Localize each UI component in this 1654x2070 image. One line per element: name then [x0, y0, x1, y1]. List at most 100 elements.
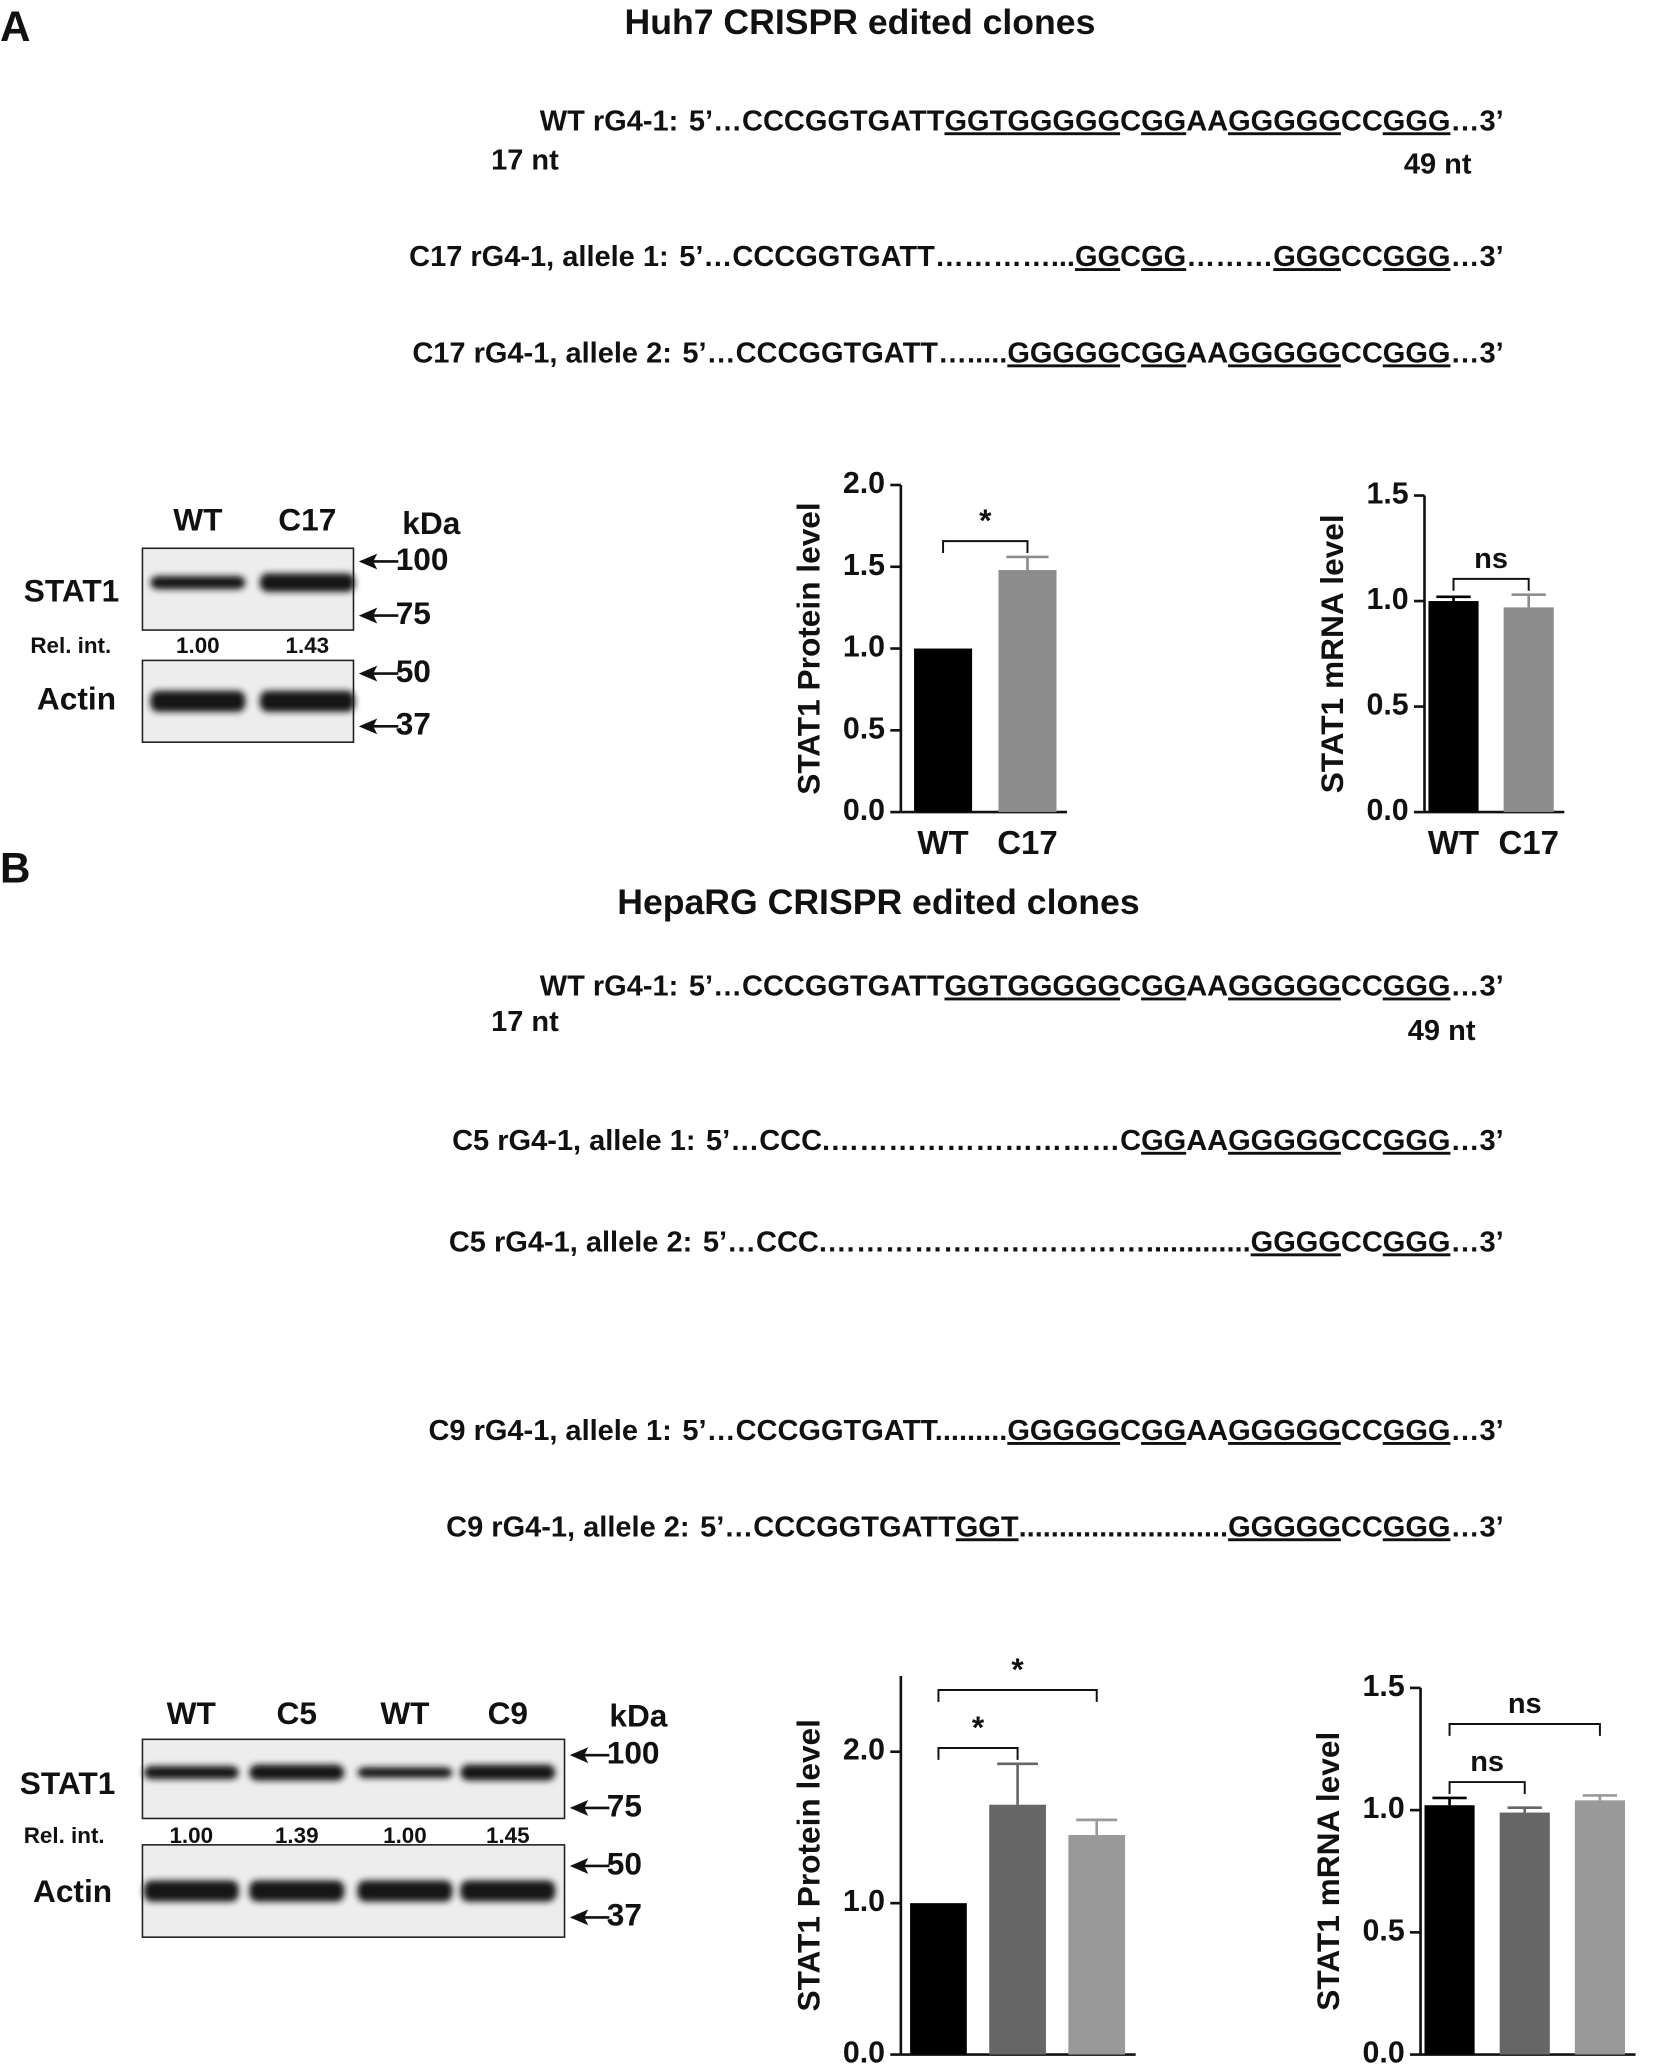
marker-label: 50	[396, 653, 431, 689]
rel-value: 1.45	[486, 1823, 530, 1848]
sequence-name: WT rG4-1:	[540, 105, 679, 137]
sequence-segment: AA	[1186, 1415, 1228, 1447]
x-tick-label: C5	[1504, 2066, 1546, 2070]
sequence-segment: 5’…CCCGGTGATT	[689, 970, 945, 1002]
sequence-segment: GGT	[956, 1511, 1019, 1543]
significance-label: ns	[1470, 1746, 1504, 1778]
y-tick-label: 0.0	[1363, 2037, 1405, 2070]
sequence-segment: GGGGG	[1007, 970, 1120, 1002]
sequence-segment: …3’	[1450, 1415, 1503, 1447]
sequence-segment: …3’	[1450, 105, 1503, 137]
bar	[914, 648, 973, 813]
sequence-segment: GGGGG	[1228, 105, 1341, 137]
significance-bracket	[942, 540, 1029, 553]
error-bar	[1006, 555, 1049, 571]
rel-label: Rel. int.	[30, 633, 111, 658]
bar	[1424, 1805, 1475, 2055]
sequence-segment: GG	[1141, 241, 1186, 273]
y-tick-label: 1.5	[1363, 1670, 1405, 1703]
rel-label: Rel. int.	[24, 1823, 105, 1848]
sequence-segment: GGGGG	[1007, 105, 1120, 137]
sequence-segment: GGGGG	[1007, 337, 1120, 369]
sequence-segment: GGG	[1383, 1124, 1451, 1156]
rel-value: 1.00	[169, 1823, 213, 1848]
x-tick-label: C17	[997, 824, 1057, 861]
significance-label: *	[1011, 1651, 1024, 1687]
sequence-segment: …3’	[1450, 1124, 1503, 1156]
marker-label: 75	[396, 595, 431, 631]
blot-band	[357, 1880, 453, 1902]
error-bar	[1582, 1794, 1618, 1801]
sequence-segment: GG	[1141, 1415, 1186, 1447]
bar	[1574, 1800, 1625, 2055]
sequence-segment: CC	[1341, 337, 1383, 369]
significance-bracket	[1452, 577, 1530, 591]
bar	[1428, 601, 1479, 813]
blot-band	[460, 1880, 556, 1902]
row-label: STAT1	[24, 573, 120, 609]
y-tick-label: 0.0	[1366, 794, 1408, 827]
unit-label: kDa	[402, 505, 460, 541]
sequence-segment: ..........................	[1019, 1511, 1229, 1543]
significance-bracket	[937, 1688, 1098, 1702]
row-label: STAT1	[20, 1765, 116, 1801]
bar	[1499, 1812, 1550, 2055]
marker-label: 100	[607, 1735, 660, 1771]
x-tick-label: WT	[1428, 824, 1479, 861]
rel-value: 1.00	[383, 1823, 427, 1848]
sequence-segment: GGG	[1273, 241, 1341, 273]
sequence-segment: GGT	[944, 105, 1007, 137]
x-tick-label: WT	[1424, 2066, 1475, 2070]
panel-label: B	[0, 845, 30, 892]
error-bar	[1076, 1818, 1118, 1836]
sequence-segment: C	[1120, 1415, 1141, 1447]
sequence-segment: 5’…CCCGGTGATT	[700, 1511, 956, 1543]
marker-arrowhead	[569, 1909, 589, 1926]
sequence-segment: GG	[1141, 337, 1186, 369]
sequence-segment: GG	[1141, 1124, 1186, 1156]
x-tick-label: C17	[1498, 824, 1558, 861]
significance-label: *	[979, 502, 992, 538]
marker-label: 37	[396, 706, 431, 742]
blot-band	[143, 1765, 239, 1780]
sequence-segment: GGGGG	[1228, 1415, 1341, 1447]
marker-arrowhead	[358, 553, 378, 570]
annotation: 49 nt	[1404, 148, 1472, 180]
sequence-segment: AA	[1186, 1124, 1228, 1156]
sequence-segment: GGGGG	[1228, 970, 1341, 1002]
sequence-line: C17 rG4-1, allele 2: 5’…CCCGGTGATT….....G…	[412, 337, 1503, 369]
rel-value: 1.00	[176, 633, 220, 658]
y-tick-label: 1.5	[843, 549, 885, 582]
sequence-segment: GGG	[1383, 1415, 1451, 1447]
bar	[910, 1903, 967, 2055]
sequence-segment: …3’	[1450, 1511, 1503, 1543]
sequence-segment: 5’…CCC.…………………………….............	[703, 1226, 1251, 1258]
sequence-segment: CC	[1341, 970, 1383, 1002]
sequence-name: WT rG4-1:	[540, 970, 679, 1002]
sequence-segment: 5’…CCCGGTGATT.........	[682, 1415, 1007, 1447]
y-axis-label: STAT1 mRNA level	[1314, 514, 1350, 793]
significance-bracket	[1448, 1723, 1601, 1736]
panel-label: A	[0, 3, 30, 50]
sequence-segment: GGGGG	[1228, 1124, 1341, 1156]
sequence-segment: 5’…CCCGGTGATT….....	[682, 337, 1007, 369]
annotation: 17 nt	[491, 1006, 559, 1038]
error-bar	[1511, 593, 1546, 608]
row-label: Actin	[37, 681, 116, 717]
bar	[1503, 607, 1554, 813]
marker-arrowhead	[358, 718, 378, 735]
lane-label: C5	[277, 1695, 317, 1731]
sequence-segment: GGG	[1383, 1511, 1451, 1543]
sequence-segment: GGG	[1383, 970, 1451, 1002]
sequence-name: C5 rG4-1, allele 2:	[449, 1226, 692, 1258]
sequence-segment: C	[1120, 241, 1141, 273]
x-tick-label: C9	[1579, 2066, 1621, 2070]
blot-band	[249, 1764, 345, 1781]
error-bar	[1436, 595, 1471, 602]
marker-arrowhead	[358, 665, 378, 682]
sequence-segment: CC	[1341, 1226, 1383, 1258]
blot-band	[259, 573, 355, 592]
error-bar	[1432, 1796, 1467, 1806]
bar	[998, 570, 1057, 813]
